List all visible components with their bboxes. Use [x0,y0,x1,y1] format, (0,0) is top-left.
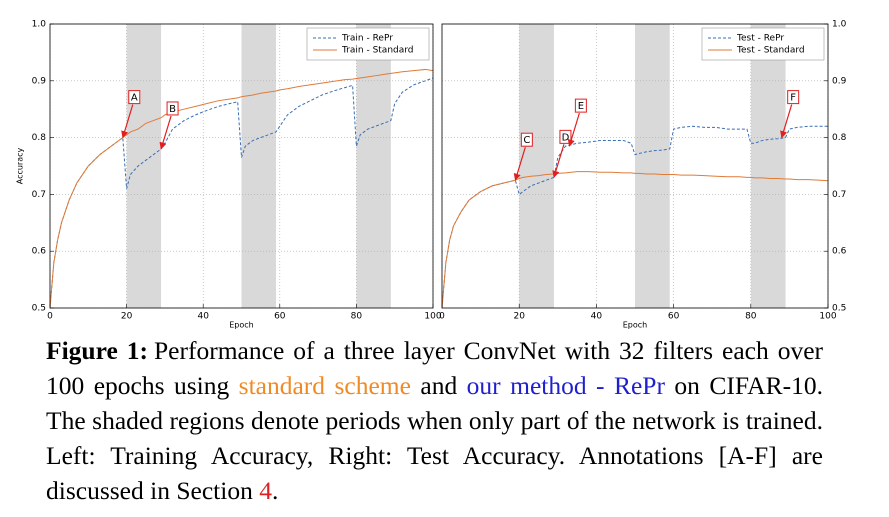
x-tick-label: 0 [439,312,445,322]
annotation-arrow [121,104,134,139]
y-tick-label: 0.8 [32,133,47,143]
annotation-arrow [567,112,580,147]
y-tick-label: 0.5 [832,304,846,314]
shaded-region [635,24,670,308]
series-line [441,171,829,309]
annotation-box [787,90,800,105]
x-tick-label: 20 [121,312,133,322]
annotation-label: D [562,132,570,143]
x-tick-label: 40 [197,312,209,322]
x-tick-label: 100 [819,312,836,322]
y-tick-label: 0.5 [32,304,46,314]
legend-box [701,27,825,61]
x-tick-label: 80 [745,312,757,322]
x-tick-label: 80 [351,312,363,322]
x-axis-label: Epoch [229,321,254,330]
legend-label: Test - Standard [736,46,805,56]
caption: Figure 1: Performance of a three layer Co… [46,333,823,508]
legend-label: Train - Standard [341,46,414,56]
shaded-region [126,24,162,308]
y-tick-label: 1.0 [832,20,847,30]
caption-text: . [271,476,279,505]
caption-label: Figure 1: [46,336,148,365]
y-axis-label: Accuracy [16,147,25,184]
annotation-box [574,98,587,113]
annotation-box [520,132,533,147]
legend-label: Test - RePr [736,34,784,44]
x-tick-label: 60 [668,312,680,322]
annotation-arrow [780,104,793,139]
x-tick-label: 100 [424,312,441,322]
y-tick-label: 0.9 [32,76,47,86]
annotation-label: A [131,93,138,104]
caption-text: on CIFAR-10. The shaded regions denote p… [46,371,823,505]
x-tick-label: 60 [274,312,286,322]
legend-label: Train - RePr [341,34,393,44]
y-tick-label: 0.6 [832,247,847,257]
y-tick-label: 1.0 [32,20,47,30]
x-tick-label: 0 [47,312,53,322]
legend-box [306,27,430,61]
caption-text: Performance of a three layer ConvNet wit… [46,336,823,400]
series-line [49,77,434,309]
annotation-label: C [523,135,530,146]
y-tick-label: 0.9 [832,76,847,86]
x-tick-label: 40 [591,312,603,322]
annotation-box [559,129,572,144]
annotation-box [128,90,141,105]
annotation-arrow [552,144,565,179]
caption-text: and [410,371,467,400]
series-line [49,68,434,309]
y-tick-label: 0.7 [32,190,46,200]
y-tick-label: 0.8 [832,133,847,143]
caption-text: standard scheme [238,371,411,400]
y-tick-label: 0.7 [832,190,846,200]
y-tick-label: 0.6 [32,247,47,257]
shaded-region [519,24,554,308]
annotation-label: B [169,104,176,115]
plot-frame [49,23,434,309]
shaded-region [241,24,276,308]
annotation-arrow [159,115,172,150]
x-axis-label: Epoch [623,321,648,330]
caption-text: 4 [259,476,272,505]
annotation-box [166,101,179,116]
caption-text: our method - RePr [466,371,665,400]
shaded-region [356,24,391,308]
x-tick-label: 20 [513,312,525,322]
annotation-label: E [578,101,584,112]
annotation-label: F [790,93,796,104]
plot-frame [441,23,829,309]
annotation-arrow [513,147,526,181]
shaded-region [750,24,786,308]
